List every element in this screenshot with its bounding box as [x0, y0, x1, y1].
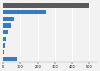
Bar [3, 17, 14, 21]
Bar [3, 43, 5, 48]
Bar [3, 57, 17, 61]
Bar [3, 30, 8, 34]
Bar [3, 3, 89, 8]
Bar [3, 37, 6, 41]
Bar [3, 23, 11, 28]
Bar [3, 50, 4, 54]
Bar [3, 10, 46, 14]
